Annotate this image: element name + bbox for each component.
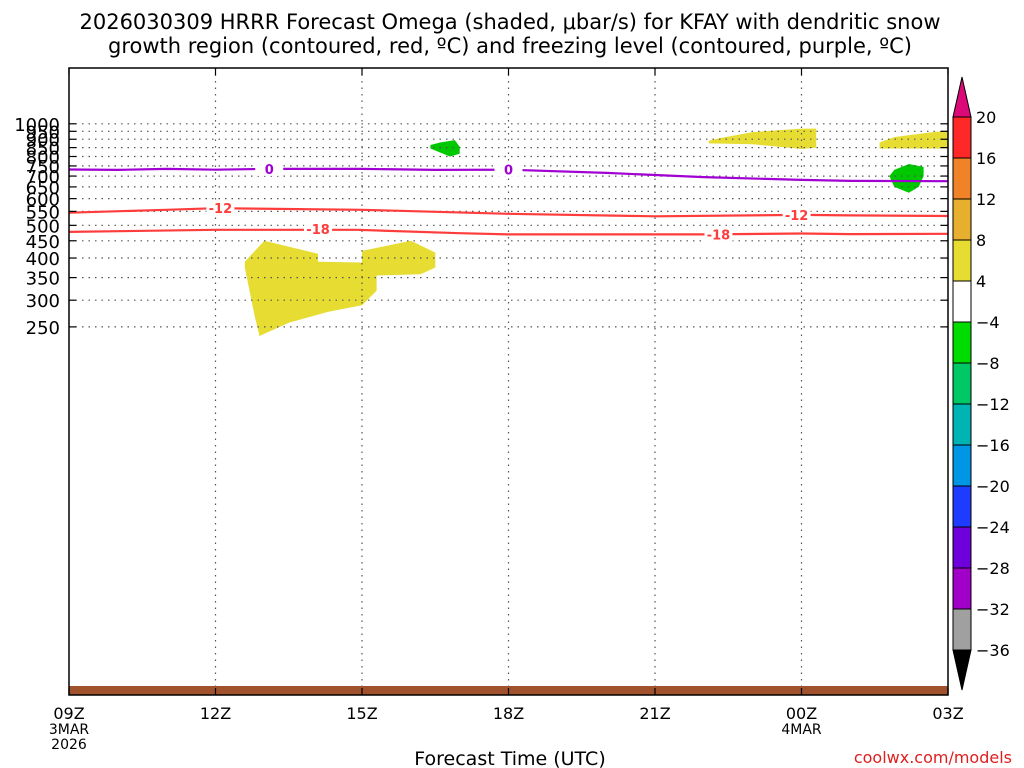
chart-title-line1: 2026030309 HRRR Forecast Omega (shaded, … (79, 10, 940, 34)
omega-region (244, 240, 436, 336)
colorbar-label: −12 (976, 395, 1010, 414)
contour-label: -18 (707, 228, 731, 243)
colorbar-label: 20 (976, 108, 996, 127)
contour-label-bg (494, 162, 523, 177)
y-tick-label: 550 (26, 202, 60, 223)
colorbar-label: −8 (976, 354, 1000, 373)
contour-label: -12 (785, 209, 809, 224)
omega-region (889, 164, 924, 193)
x-tick-label: 12Z (200, 704, 231, 723)
y-tick-label: 300 (26, 291, 60, 312)
x-tick-label: 09Z (53, 704, 84, 723)
chart-title-line2: growth region (contoured, red, ºC) and f… (108, 34, 912, 58)
y-tick-label: 450 (26, 232, 60, 253)
contour-label: -18 (306, 223, 330, 238)
x-tick-label: 21Z (639, 704, 670, 723)
contour-label-bg (206, 201, 235, 216)
y-tick-label: 400 (26, 249, 60, 270)
x-tick-label: 03Z (932, 704, 963, 723)
colorbar-label: −4 (976, 313, 1000, 332)
colorbar-label: 4 (976, 272, 986, 291)
contour-label-bg (255, 161, 284, 176)
x-tick-label: 15Z (346, 704, 377, 723)
contour-line (68, 228, 949, 236)
colorbar-label: −36 (976, 641, 1010, 660)
colorbar-band (952, 157, 972, 200)
omega-region (708, 128, 817, 149)
contour-line (68, 207, 949, 218)
colorbar-top-arrow (952, 76, 972, 118)
y-tick-label: 700 (26, 167, 60, 188)
colorbar-band (952, 321, 972, 364)
y-tick-label: 850 (26, 139, 60, 160)
omega-region (879, 130, 948, 149)
colorbar-bottom-arrow (952, 649, 972, 691)
contour-label-bg (704, 227, 733, 242)
colorbar: 20 16 12 8 4 −4 −8 −12 −16 −20 −24 −28 −32 −36 (952, 76, 1010, 691)
y-tick-label: 500 (26, 216, 60, 237)
x-tick-label: 4MAR (781, 722, 822, 738)
y-tick-label: 950 (26, 122, 60, 143)
colorbar-band (952, 444, 972, 487)
y-tick-label: 650 (26, 178, 60, 199)
contour-label: 0 (504, 164, 513, 179)
y-tick-label: 1000 (14, 115, 60, 136)
colorbar-band (952, 608, 972, 651)
x-tick-label: 18Z (493, 704, 524, 723)
y-tick-label: 900 (26, 130, 60, 151)
contour-line (68, 167, 949, 183)
x-tick-label: 3MAR (49, 722, 90, 738)
colorbar-band (952, 403, 972, 446)
colorbar-label: 8 (976, 231, 986, 250)
colorbar-band (952, 280, 972, 323)
colorbar-band (952, 526, 972, 569)
colorbar-label: 16 (976, 149, 996, 168)
omega-region (430, 140, 460, 157)
contour-label-bg (304, 222, 333, 237)
credit-text: coolwx.com/models (854, 748, 1012, 767)
y-tick-label: 600 (26, 190, 60, 211)
colorbar-label: −32 (976, 600, 1010, 619)
colorbar-label: −16 (976, 436, 1010, 455)
y-tick-label: 750 (26, 157, 60, 178)
colorbar-band (952, 116, 972, 159)
colorbar-label: −20 (976, 477, 1010, 496)
colorbar-label: 12 (976, 190, 996, 209)
colorbar-band (952, 567, 972, 610)
y-tick-label: 800 (26, 147, 60, 168)
colorbar-band (952, 485, 972, 528)
x-tick-label: 2026 (51, 737, 87, 753)
x-axis-label: Forecast Time (UTC) (414, 748, 605, 768)
colorbar-label: −28 (976, 559, 1010, 578)
colorbar-label: −24 (976, 518, 1010, 537)
y-tick-label: 250 (26, 318, 60, 339)
colorbar-band (952, 239, 972, 282)
contour-label: 0 (265, 163, 274, 178)
contour-label: -12 (209, 202, 233, 217)
y-tick-label: 350 (26, 269, 60, 290)
colorbar-band (952, 362, 972, 405)
colorbar-band (952, 198, 972, 241)
x-tick-label: 00Z (786, 704, 817, 723)
plot-area: -18 -18 -12 -12 0 0 (68, 67, 949, 696)
y-axis: 250 3003504004505005506006507007508008509… (14, 115, 948, 339)
contour-label-bg (782, 207, 811, 222)
